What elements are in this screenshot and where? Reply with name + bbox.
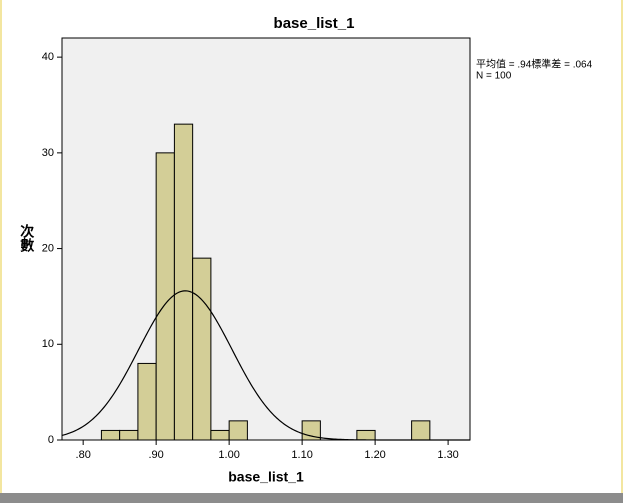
y-axis-label: 次數: [19, 223, 35, 253]
x-tick-label: 1.00: [218, 449, 239, 461]
y-tick-label: 0: [48, 434, 54, 446]
bar: [173, 123, 194, 441]
bar: [100, 429, 121, 441]
x-tick-label: .90: [149, 449, 164, 461]
bar: [411, 420, 431, 441]
y-tick-label: 30: [42, 147, 54, 159]
y-tick-label: 20: [42, 242, 54, 254]
x-tick-label: 1.20: [364, 449, 385, 461]
chart-title: base_list_1: [274, 15, 355, 32]
bar: [119, 429, 139, 441]
left-edge: [0, 0, 2, 493]
y-tick-label: 10: [42, 338, 54, 350]
x-tick-label: .80: [76, 449, 91, 461]
bar: [228, 420, 248, 441]
stats-text: N = 100: [476, 71, 512, 82]
bottom-bar: [0, 493, 623, 503]
plot-area: [61, 37, 471, 441]
x-tick-label: 1.10: [291, 449, 312, 461]
stats-text: 平均值 = .94標準差 = .064: [476, 58, 593, 71]
bar: [356, 429, 376, 441]
x-tick-label: 1.30: [437, 449, 458, 461]
y-tick-label: 40: [42, 51, 54, 63]
normal-curve: [61, 290, 470, 441]
bar: [137, 362, 157, 441]
x-axis-label: base_list_1: [228, 469, 304, 485]
bar: [210, 429, 230, 441]
bar: [192, 257, 212, 441]
right-edge: [621, 0, 623, 493]
